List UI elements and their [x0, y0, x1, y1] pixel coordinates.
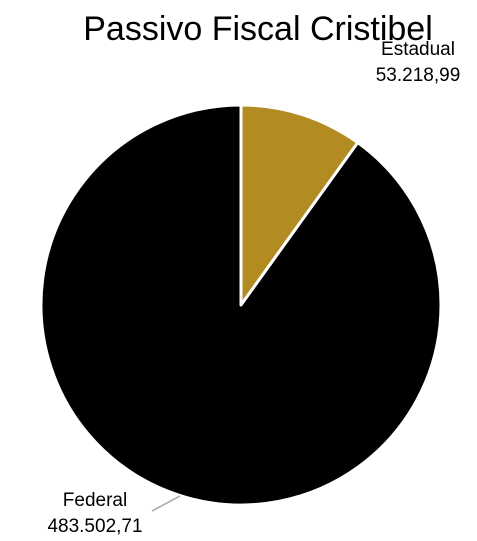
pie-slices [39, 103, 443, 507]
data-label-value-estadual: 53.218,99 [376, 65, 461, 86]
data-labels: Estadual 53.218,99 Federal 483.502,71 [47, 39, 460, 537]
data-label-category-federal: Federal [63, 490, 127, 511]
leader-lines [151, 495, 181, 512]
data-label-value-federal: 483.502,71 [47, 516, 142, 537]
pie-slice-federal [39, 103, 443, 507]
data-label-category-estadual: Estadual [381, 39, 455, 60]
leader-line-federal [151, 495, 181, 512]
pie-slice-estadual [239, 103, 360, 307]
chart-title: Passivo Fiscal Cristibel [83, 10, 433, 48]
